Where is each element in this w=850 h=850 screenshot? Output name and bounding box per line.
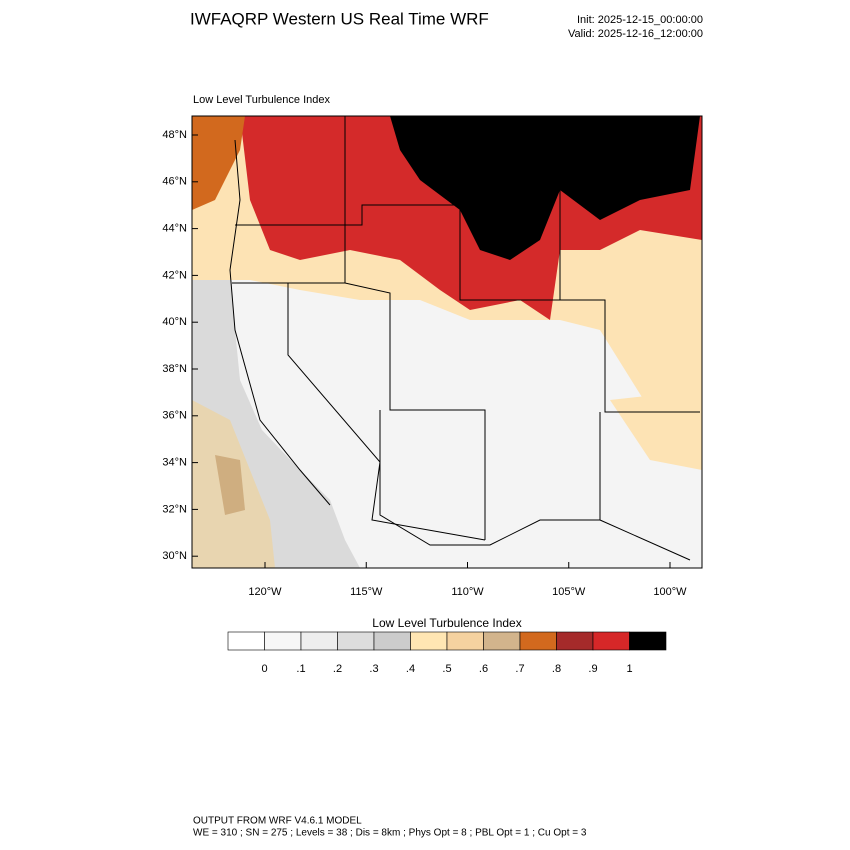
lon-label: 110°W xyxy=(451,586,484,598)
map-subtitle: Low Level Turbulence Index xyxy=(193,94,330,106)
black-zone xyxy=(390,116,700,260)
color-box xyxy=(446,631,484,651)
color-box xyxy=(410,631,448,651)
map-frame xyxy=(191,115,703,569)
lat-label: 46°N xyxy=(162,176,187,188)
color-box xyxy=(300,631,338,651)
lat-label: 36°N xyxy=(162,410,187,422)
tan-east xyxy=(610,390,702,470)
init-time: Init: 2025-12-15_00:00:00 xyxy=(577,14,703,26)
title: IWFAQRP Western US Real Time WRF xyxy=(190,9,489,28)
colorbar-title: Low Level Turbulence Index xyxy=(372,616,521,630)
borders xyxy=(229,116,700,561)
color-box xyxy=(483,631,521,651)
lat-label: 32°N xyxy=(162,503,187,515)
colorbar-label: .6 xyxy=(479,663,488,675)
lon-label: 100°W xyxy=(653,586,687,598)
lat-label: 34°N xyxy=(162,457,187,469)
map: 48°N 46°N 44°N 42°N 40°N 38°N 36°N 34°N 32°N 30°N… xyxy=(162,115,703,598)
colorbar-label: 0 xyxy=(261,663,267,675)
lon-label: 115°W xyxy=(350,586,383,598)
lon-label: 120°W xyxy=(248,586,282,598)
colorbar-label: .4 xyxy=(406,663,415,675)
colorbar-label: .9 xyxy=(588,663,597,675)
colorbar-label: 1 xyxy=(626,663,632,675)
color-box xyxy=(337,631,375,651)
colorbar-label: .5 xyxy=(442,663,451,675)
footer-line: OUTPUT FROM WRF V4.6.1 MODEL xyxy=(193,816,362,827)
color-box xyxy=(519,631,557,651)
orange-zone xyxy=(192,116,245,210)
color-box xyxy=(629,631,667,651)
colorbar-label: .1 xyxy=(296,663,305,675)
colorbar-label: .8 xyxy=(552,663,561,675)
colorbar-label: .2 xyxy=(333,663,342,675)
colorbar-label: .3 xyxy=(369,663,378,675)
colorbar: 0 .1 .2 .3 .4 .5 .6 .7 .8 .9 1 xyxy=(227,631,667,675)
valid-time: Valid: 2025-12-16_12:00:00 xyxy=(568,28,703,40)
color-box xyxy=(227,631,265,651)
color-box xyxy=(592,631,630,651)
lat-label: 30°N xyxy=(162,550,187,562)
lat-label: 38°N xyxy=(162,363,187,375)
color-box xyxy=(556,631,594,651)
color-box xyxy=(264,631,302,651)
lon-label: 105°W xyxy=(552,586,586,598)
colorbar-label: .7 xyxy=(515,663,524,675)
ocean-patch xyxy=(215,455,245,515)
color-box xyxy=(373,631,411,651)
lat-label: 44°N xyxy=(162,223,187,235)
lat-label: 40°N xyxy=(162,316,187,328)
footer-line: WE = 310 ; SN = 275 ; Levels = 38 ; Dis … xyxy=(193,828,587,839)
lat-label: 48°N xyxy=(162,129,187,141)
lat-label: 42°N xyxy=(162,269,187,281)
